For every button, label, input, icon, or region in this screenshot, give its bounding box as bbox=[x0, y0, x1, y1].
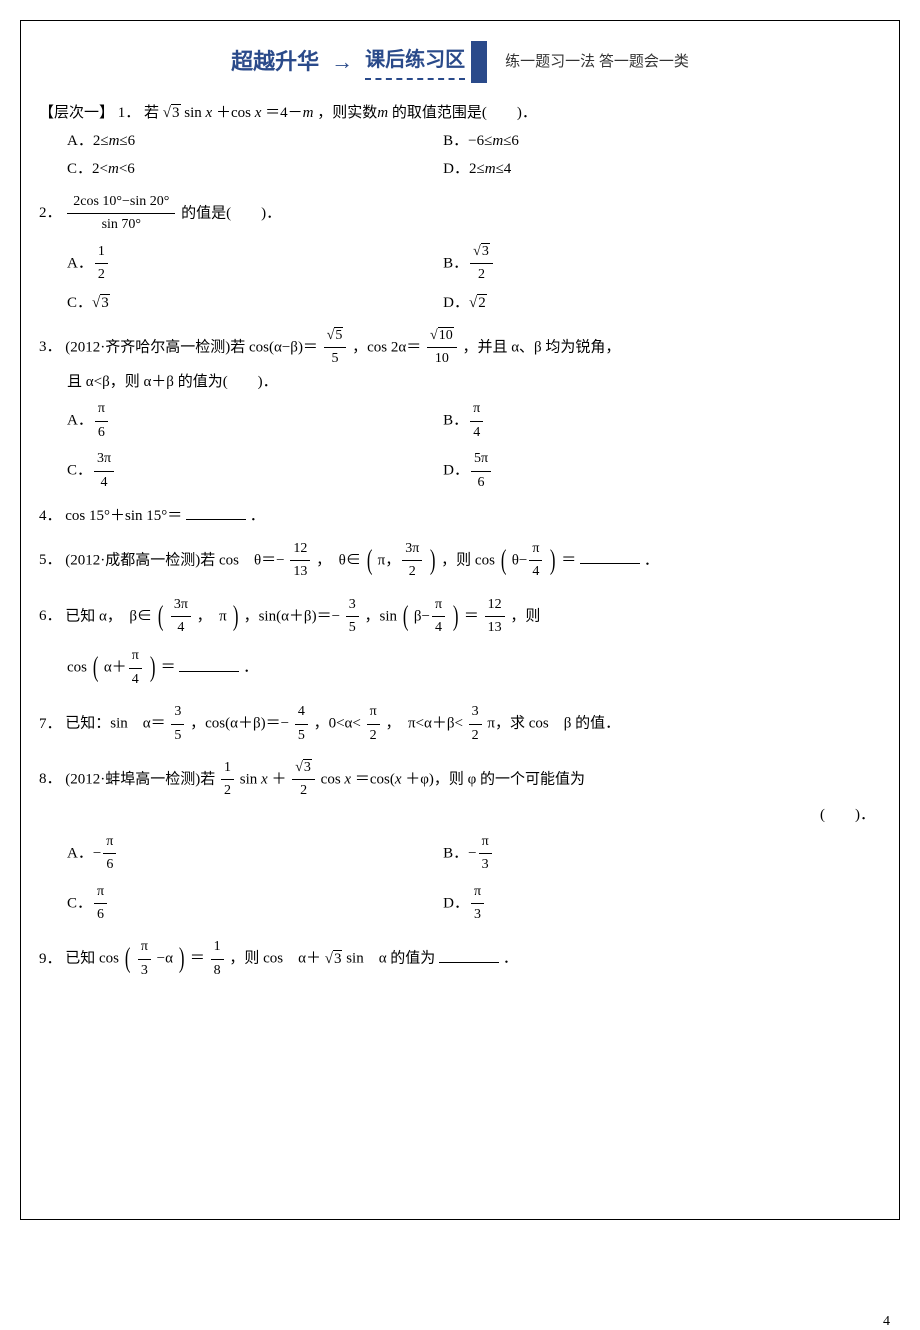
question-3: 3． (2012·齐齐哈尔高一检测)若 cos(α−β)＝ 55 ，cos 2α… bbox=[39, 325, 881, 494]
q2-options-row2: C．3 D．2 bbox=[39, 291, 881, 315]
q2-opt-c-sqrt: 3 bbox=[92, 291, 110, 315]
q3-frac2: 1010 bbox=[427, 325, 457, 371]
q1-number: 1． bbox=[118, 101, 141, 125]
q2-opt-b-frac: 32 bbox=[470, 241, 493, 287]
q8-opt-b-label: B．− bbox=[443, 845, 476, 861]
q1-options-row2: C．2<m<6 D．2≤m≤4 bbox=[39, 157, 881, 181]
question-8: 8． (2012·蚌埠高一检测)若 12 sin x ＋ 32 cos x ＝c… bbox=[39, 757, 881, 926]
q1-text-e: ，则实数 bbox=[317, 105, 377, 121]
q2-opt-d-label: D． bbox=[443, 295, 469, 311]
q3-line2: 且 α<β，则 α＋β 的值为( )． bbox=[39, 370, 881, 394]
q8-options-row2: C．π6 D．π3 bbox=[39, 881, 881, 927]
q2-fraction: 2cos 10°−sin 20° sin 70° bbox=[67, 191, 175, 237]
q2-opt-a-label: A． bbox=[67, 255, 93, 271]
page-banner: 超越升华 → 课后练习区 练一题习一法 答一题会一类 bbox=[39, 41, 881, 83]
q1-text-d: ＝4－ bbox=[265, 105, 303, 121]
q1-opt-b: B．−6≤m≤6 bbox=[443, 129, 519, 153]
q4-stem: cos 15°＋sin 15°＝ bbox=[65, 508, 182, 524]
q3-opt-b-label: B． bbox=[443, 413, 468, 429]
q2-opt-c-label: C． bbox=[67, 295, 92, 311]
q3-frac1: 55 bbox=[324, 325, 347, 371]
section-title: 课后练习区 bbox=[365, 44, 465, 80]
q2-opt-a-frac: 12 bbox=[95, 241, 108, 287]
question-5: 5． (2012·成都高一检测)若 cos θ＝− 1213 ， θ∈ ( π，… bbox=[39, 538, 881, 584]
q8-number: 8． bbox=[39, 767, 62, 791]
question-2: 2． 2cos 10°−sin 20° sin 70° 的值是( )． A．12… bbox=[39, 191, 881, 315]
q5-src: (2012·成都高一检测)若 cos θ＝− bbox=[65, 552, 284, 568]
q8-opt-a-label: A．− bbox=[67, 845, 101, 861]
sqrt-icon: 3 bbox=[163, 101, 181, 125]
arrow-icon: → bbox=[331, 44, 353, 79]
q2-options-row1: A．12 B．32 bbox=[39, 241, 881, 287]
q3-opt-d-label: D． bbox=[443, 462, 469, 478]
q3-mid: ，cos 2α＝ bbox=[352, 339, 421, 355]
q1-opt-a: A．2≤m≤6 bbox=[67, 129, 135, 153]
q1-text-f: 的取值范围是( )． bbox=[392, 105, 537, 121]
q2-opt-b-label: B． bbox=[443, 255, 468, 271]
question-4: 4． cos 15°＋sin 15°＝ ． bbox=[39, 504, 881, 528]
q2-opt-d-sqrt: 2 bbox=[469, 291, 487, 315]
q8-opt-d-label: D． bbox=[443, 895, 469, 911]
worksheet-page: 超越升华 → 课后练习区 练一题习一法 答一题会一类 【层次一】 1． 若 3 … bbox=[20, 20, 900, 1220]
q9-number: 9． bbox=[39, 947, 62, 971]
q3-tail: ，并且 α、β 均为锐角， bbox=[462, 339, 620, 355]
question-6: 6． 已知 α， β∈ ( 3π4 ， π ) ，sin(α＋β)＝− 35 ，… bbox=[39, 594, 881, 692]
q8-paren: ( )． bbox=[39, 803, 881, 827]
q3-number: 3． bbox=[39, 335, 62, 359]
page-number: 4 bbox=[883, 1314, 890, 1330]
q5-blank bbox=[580, 549, 640, 564]
q3-opt-c-label: C． bbox=[67, 462, 92, 478]
q5-number: 5． bbox=[39, 548, 62, 572]
banner-motto: 练一题习一法 答一题会一类 bbox=[505, 50, 689, 74]
q3-options-row2: C．3π4 D．5π6 bbox=[39, 448, 881, 494]
q4-blank bbox=[186, 505, 246, 520]
q8-opt-c-label: C． bbox=[67, 895, 92, 911]
flag-icon bbox=[471, 41, 487, 83]
q6-number: 6． bbox=[39, 604, 62, 628]
q2-tail: 的值是( )． bbox=[181, 205, 281, 221]
q1-opt-d: D．2≤m≤4 bbox=[443, 157, 511, 181]
q5-mid1: ， θ∈ bbox=[316, 552, 361, 568]
q1-opt-c: C．2<m<6 bbox=[67, 157, 135, 181]
q1-text-c: ＋cos bbox=[216, 105, 255, 121]
q1-text-a: 若 bbox=[144, 105, 159, 121]
q7-number: 7． bbox=[39, 712, 62, 736]
q1-options-row1: A．2≤m≤6 B．−6≤m≤6 bbox=[39, 129, 881, 153]
question-9: 9． 已知 cos ( π3 −α ) ＝ 18 ，则 cos α＋ 3 sin… bbox=[39, 936, 881, 982]
q8-options-row1: A．−π6 B．−π3 bbox=[39, 831, 881, 877]
q4-number: 4． bbox=[39, 504, 62, 528]
q9-blank bbox=[439, 948, 499, 963]
level-label: 【层次一】 bbox=[39, 105, 114, 121]
q2-number: 2． bbox=[39, 201, 62, 225]
q3-opt-a-label: A． bbox=[67, 413, 93, 429]
question-7: 7． 已知：sin α＝ 35 ，cos(α＋β)＝− 45 ，0<α< π2 … bbox=[39, 701, 881, 747]
q6-blank bbox=[179, 657, 239, 672]
q5-mid2: ，则 cos bbox=[441, 552, 495, 568]
q4-tail: ． bbox=[250, 508, 265, 524]
q1-text-b: sin bbox=[184, 105, 205, 121]
q3-src: (2012·齐齐哈尔高一检测)若 cos(α−β)＝ bbox=[65, 339, 318, 355]
banner-badge: 超越升华 bbox=[231, 44, 319, 79]
q3-options-row1: A．π6 B．π4 bbox=[39, 398, 881, 444]
question-1: 【层次一】 1． 若 3 sin x ＋cos x ＝4－m ，则实数m 的取值… bbox=[39, 101, 881, 181]
